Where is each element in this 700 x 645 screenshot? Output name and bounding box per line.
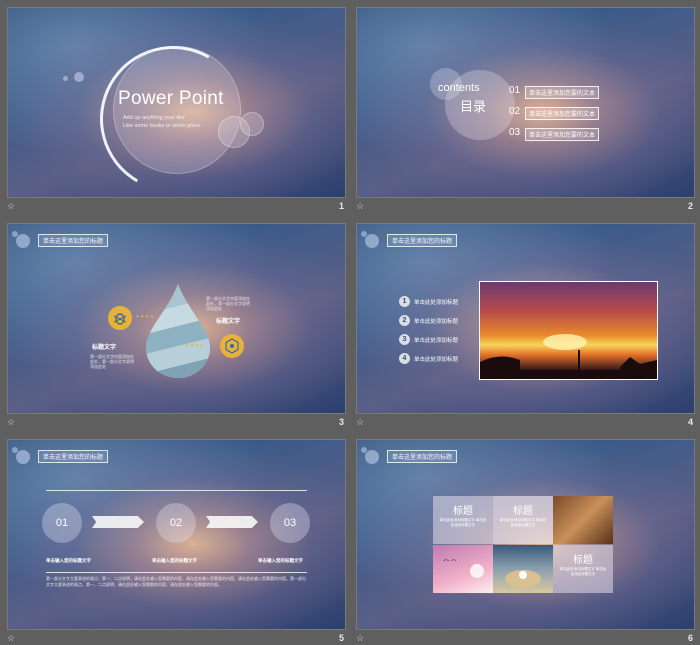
- water-drop-graphic: [146, 284, 210, 378]
- decor-circle: [361, 447, 367, 453]
- item-label: 标题文字: [216, 319, 241, 325]
- star-icon[interactable]: ☆: [356, 201, 365, 211]
- star-icon[interactable]: ☆: [356, 633, 365, 643]
- body-text: 第一部分文字内容添加在此处，第一部分文字说明添加此处: [206, 296, 250, 311]
- slide-title-tag: 单击这里添加您的标题: [387, 234, 458, 247]
- bug-icon: [108, 306, 132, 330]
- hands-photo: [553, 496, 613, 544]
- slide-title-tag: 单击这里添加您的标题: [387, 450, 458, 463]
- star-icon[interactable]: ☆: [356, 417, 365, 427]
- molecule-icon: [220, 334, 244, 358]
- decor-circle: [361, 231, 367, 237]
- star-icon[interactable]: ☆: [7, 201, 16, 211]
- star-icon[interactable]: ☆: [7, 417, 16, 427]
- shell-photo: [493, 545, 553, 593]
- item-label: 标题文字: [92, 345, 117, 351]
- decor-circle: [74, 72, 84, 82]
- slide-number: 6: [687, 633, 693, 643]
- decor-circle: [12, 231, 18, 237]
- text-tile: 标题 单击此处添加标题文字 单击此处添加标题文字: [553, 545, 613, 593]
- connector-dots: ••••: [186, 341, 206, 350]
- contents-heading-cn: 目录: [460, 99, 487, 114]
- contents-heading: contents: [438, 82, 480, 94]
- text-tile: 标题 单击此处添加标题文字 单击此处添加标题文字: [433, 496, 493, 544]
- slide-number: 2: [687, 201, 693, 211]
- slide-thumbnail-6[interactable]: 单击这里添加您的标题 标题 单击此处添加标题文字 单击此处添加标题文字 标题 单…: [356, 439, 695, 630]
- slide-meta-3: ☆ 3: [7, 417, 344, 429]
- slide-number: 1: [338, 201, 344, 211]
- step-label: 单击输入您的标题文字: [258, 558, 303, 563]
- image-grid: 标题 单击此处添加标题文字 单击此处添加标题文字 标题 单击此处添加标题文字 单…: [433, 496, 613, 593]
- step-label: 单击输入您的标题文字: [152, 558, 197, 563]
- title-circle: [113, 46, 241, 174]
- decor-circle: [63, 76, 68, 81]
- decor-circle: [430, 68, 462, 100]
- slide-thumbnail-4[interactable]: 单击这里添加您的标题 1 单击此处添加标题 2 单击此处添加标题 3 单击此处添加标题…: [356, 223, 695, 414]
- connector-dots: ••••: [136, 312, 156, 321]
- body-paragraph: 第一部分文字主要表述的观点，第一、二点说明，请在此处输入您需要的内容，请在此处输…: [46, 576, 306, 587]
- svg-text:⌒ ⌒: ⌒ ⌒: [443, 560, 457, 567]
- divider-line: [46, 572, 307, 573]
- slide-thumbnail-1[interactable]: Power Point Add up anything your like Li…: [7, 7, 346, 198]
- slide-number: 3: [338, 417, 344, 427]
- slide-subtitle: Add up anything your like Like some book…: [123, 115, 201, 129]
- decor-circle: [365, 450, 379, 464]
- slide-title-tag: 单击这里添加您的标题: [38, 450, 109, 463]
- slide-number: 5: [338, 633, 344, 643]
- decor-circle: [12, 447, 18, 453]
- star-icon[interactable]: ☆: [7, 633, 16, 643]
- slide-thumbnail-3[interactable]: 单击这里添加您的标题 •••• •••• 第一部分文字内容添加在此处，第一部分文…: [7, 223, 346, 414]
- step-circle: 02: [156, 503, 196, 543]
- slide-meta-4: ☆ 4: [356, 417, 693, 429]
- slide-title-tag: 单击这里添加您的标题: [38, 234, 109, 247]
- step-label: 单击输入您的标题文字: [46, 558, 91, 563]
- arrow-right-icon: [206, 516, 258, 528]
- divider-line: [46, 490, 307, 491]
- birds-photo: ⌒ ⌒: [433, 545, 493, 593]
- decor-circle: [365, 234, 379, 248]
- decor-circle: [16, 234, 30, 248]
- slide-title: Power Point: [118, 88, 224, 109]
- contents-circle: [445, 70, 515, 140]
- slide-meta-1: ☆ 1: [7, 201, 344, 213]
- step-circle: 01: [42, 503, 82, 543]
- slide-thumbnail-2[interactable]: contents 目录 01 单击这里添加您要的文本 02 单击这里添加您要的文本 …: [356, 7, 695, 198]
- text-tile: 标题 单击此处添加标题文字 单击此处添加标题文字: [493, 496, 553, 544]
- sunset-photo: [479, 281, 658, 380]
- slide-meta-2: ☆ 2: [356, 201, 693, 213]
- arrow-right-icon: [92, 516, 144, 528]
- slide-number: 4: [687, 417, 693, 427]
- body-text: 第一部分文字内容添加在此处，第一部分文字说明添加此处: [90, 354, 134, 369]
- decor-circle: [16, 450, 30, 464]
- slide-meta-6: ☆ 6: [356, 633, 693, 645]
- step-circle: 03: [270, 503, 310, 543]
- decor-circle: [240, 112, 264, 136]
- slide-thumbnail-5[interactable]: 单击这里添加您的标题 01 02 03 单击输入您的标题文字 单击输入您的标题文…: [7, 439, 346, 630]
- slide-meta-5: ☆ 5: [7, 633, 344, 645]
